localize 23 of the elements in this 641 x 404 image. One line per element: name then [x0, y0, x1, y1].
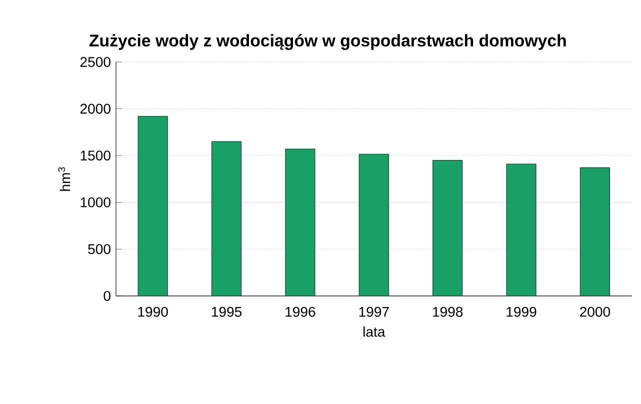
chart-title: Zużycie wody z wodociągów w gospodarstwach domowych	[89, 34, 566, 50]
x-tick-label: 1995	[212, 306, 242, 317]
x-tick-label: 1997	[359, 306, 389, 317]
x-tick-label: 1999	[506, 306, 536, 317]
bar	[506, 164, 536, 296]
y-tick-label: 1000	[80, 197, 110, 208]
bar	[432, 160, 463, 296]
bar	[211, 141, 242, 296]
y-tick-label: 500	[88, 244, 110, 254]
y-tick-label: 0	[104, 291, 110, 301]
y-axis-title: hm$^{3}$	[58, 167, 70, 191]
x-tick-label: 1996	[286, 306, 316, 317]
bar	[138, 116, 168, 296]
x-tick-label: 1990	[138, 306, 168, 317]
bar	[358, 154, 389, 296]
y-tick-label: 2000	[80, 104, 110, 114]
bar	[285, 148, 316, 296]
x-tick-label: 2000	[580, 306, 610, 317]
x-axis-title: lata	[364, 326, 386, 337]
bar	[580, 168, 610, 296]
y-tick-label: 2500	[80, 57, 110, 68]
y-tick-label: 1500	[80, 150, 110, 161]
x-tick-label: 1998	[433, 306, 463, 317]
